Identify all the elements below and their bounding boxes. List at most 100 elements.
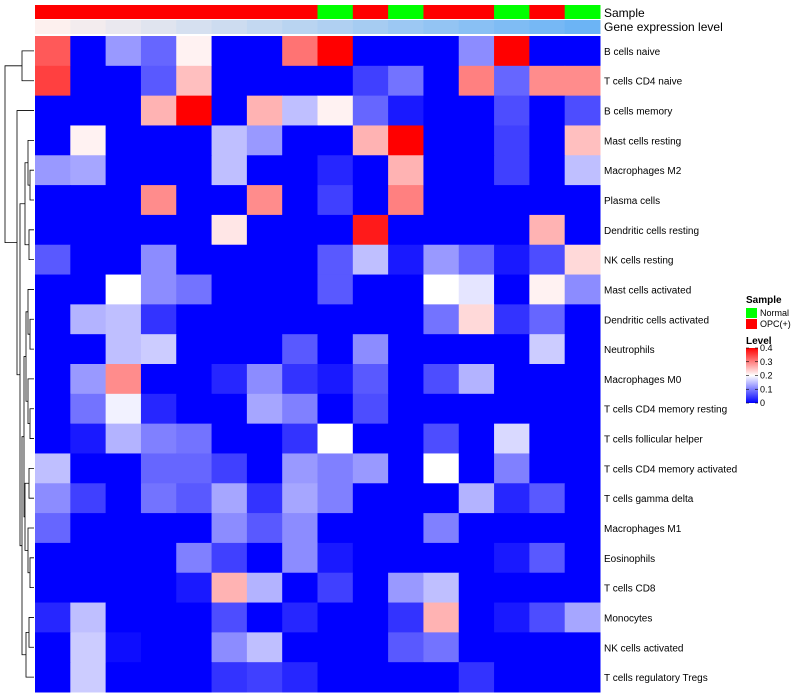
- heatmap-cell: [564, 125, 601, 156]
- heatmap-cell: [317, 214, 354, 246]
- heatmap-cell: [529, 185, 566, 216]
- heatmap-cell: [494, 572, 530, 604]
- heatmap-cell: [246, 95, 283, 126]
- heatmap-cell: [529, 602, 566, 633]
- sample-annotation-cell: [176, 5, 213, 19]
- heatmap-cell: [458, 125, 495, 156]
- heatmap-cell: [35, 274, 71, 305]
- heatmap-cell: [246, 483, 283, 514]
- heatmap-cell: [529, 513, 566, 544]
- heatmap-cell: [529, 274, 566, 305]
- heatmap-cell: [388, 513, 424, 544]
- heatmap-cell: [140, 453, 177, 484]
- dendrogram-branch: [29, 408, 34, 439]
- heatmap-cell: [70, 513, 107, 544]
- heatmap-cell: [317, 36, 354, 67]
- heatmap-cell: [388, 334, 424, 365]
- heatmap-cell: [282, 632, 318, 663]
- dendrogram-branch: [16, 110, 34, 376]
- heatmap-cell: [70, 364, 107, 395]
- heatmap-cell: [282, 542, 318, 574]
- heatmap-cell: [211, 572, 248, 604]
- heatmap-cell: [458, 244, 495, 276]
- gene-expression-annotation-cell: [176, 20, 213, 34]
- heatmap-cell: [140, 274, 177, 305]
- heatmap-cell: [388, 572, 424, 604]
- heatmap-cell: [105, 483, 142, 514]
- heatmap-cell: [388, 423, 424, 454]
- sample-annotation-cell: [140, 5, 177, 19]
- heatmap-cell: [423, 125, 460, 156]
- heatmap-cell: [423, 274, 460, 305]
- heatmap-cell: [246, 214, 283, 246]
- heatmap-cell: [458, 95, 495, 126]
- heatmap-cell: [70, 632, 107, 663]
- heatmap-cell: [246, 572, 283, 604]
- heatmap-cell: [352, 244, 389, 276]
- heatmap-cell: [176, 304, 213, 335]
- heatmap-cell: [105, 95, 142, 126]
- heatmap-cell: [140, 662, 177, 693]
- heatmap-cell: [282, 36, 318, 67]
- heatmap-cell: [352, 364, 389, 395]
- heatmap-cell: [140, 602, 177, 633]
- heatmap-cell: [35, 214, 71, 246]
- heatmap-cell: [211, 513, 248, 544]
- row-label: Monocytes: [604, 613, 652, 624]
- heatmap-cell: [105, 602, 142, 633]
- gene-expression-annotation-cell: [388, 20, 424, 34]
- heatmap-cell: [246, 65, 283, 97]
- heatmap-cell: [211, 364, 248, 395]
- heatmap-cell: [140, 334, 177, 365]
- heatmap-cell: [140, 572, 177, 604]
- gene-expression-annotation-cell: [564, 20, 601, 34]
- heatmap-cell: [458, 274, 495, 305]
- heatmap-cell: [494, 513, 530, 544]
- dendrogram-branch: [29, 318, 34, 350]
- normal-legend-swatch: [746, 308, 757, 318]
- heatmap-cell: [388, 95, 424, 126]
- heatmap-cell: [458, 214, 495, 246]
- dendrogram-branch: [25, 631, 34, 678]
- heatmap-cell: [352, 125, 389, 156]
- row-label: Eosinophils: [604, 554, 655, 565]
- heatmap-cell: [246, 393, 283, 425]
- heatmap-cell: [140, 185, 177, 216]
- heatmap-cell: [564, 572, 601, 604]
- row-label: Neutrophils: [604, 345, 655, 356]
- heatmap-cell: [494, 393, 530, 425]
- sample-annotation-cell: [70, 5, 107, 19]
- heatmap-cell: [35, 572, 71, 604]
- heatmap-cell: [458, 483, 495, 514]
- heatmap-cell: [564, 393, 601, 425]
- heatmap-cell: [564, 632, 601, 663]
- heatmap-cell: [564, 274, 601, 305]
- heatmap-cell: [176, 364, 213, 395]
- gene-expression-annotation-cell: [105, 20, 142, 34]
- heatmap-cell: [282, 65, 318, 97]
- heatmap-cell: [388, 662, 424, 693]
- heatmap-cell: [388, 185, 424, 216]
- dendrogram-branch: [29, 557, 34, 589]
- heatmap-cell: [423, 36, 460, 67]
- heatmap-cell: [564, 364, 601, 395]
- heatmap-cell: [176, 155, 213, 186]
- heatmap-cell: [211, 244, 248, 276]
- heatmap-cell: [458, 662, 495, 693]
- heatmap-cell: [282, 244, 318, 276]
- heatmap-cell: [458, 542, 495, 574]
- row-label: Dendritic cells resting: [604, 226, 699, 237]
- heatmap-cell: [388, 453, 424, 484]
- heatmap-cell: [494, 185, 530, 216]
- heatmap-cell: [564, 602, 601, 633]
- heatmap-cell: [352, 393, 389, 425]
- heatmap-cell: [70, 423, 107, 454]
- row-label: B cells naive: [604, 47, 661, 58]
- heatmap-cell: [352, 214, 389, 246]
- heatmap-cell: [105, 453, 142, 484]
- heatmap-cell: [494, 423, 530, 454]
- heatmap-cell: [494, 334, 530, 365]
- heatmap-cell: [282, 513, 318, 544]
- heatmap-cell: [317, 274, 354, 305]
